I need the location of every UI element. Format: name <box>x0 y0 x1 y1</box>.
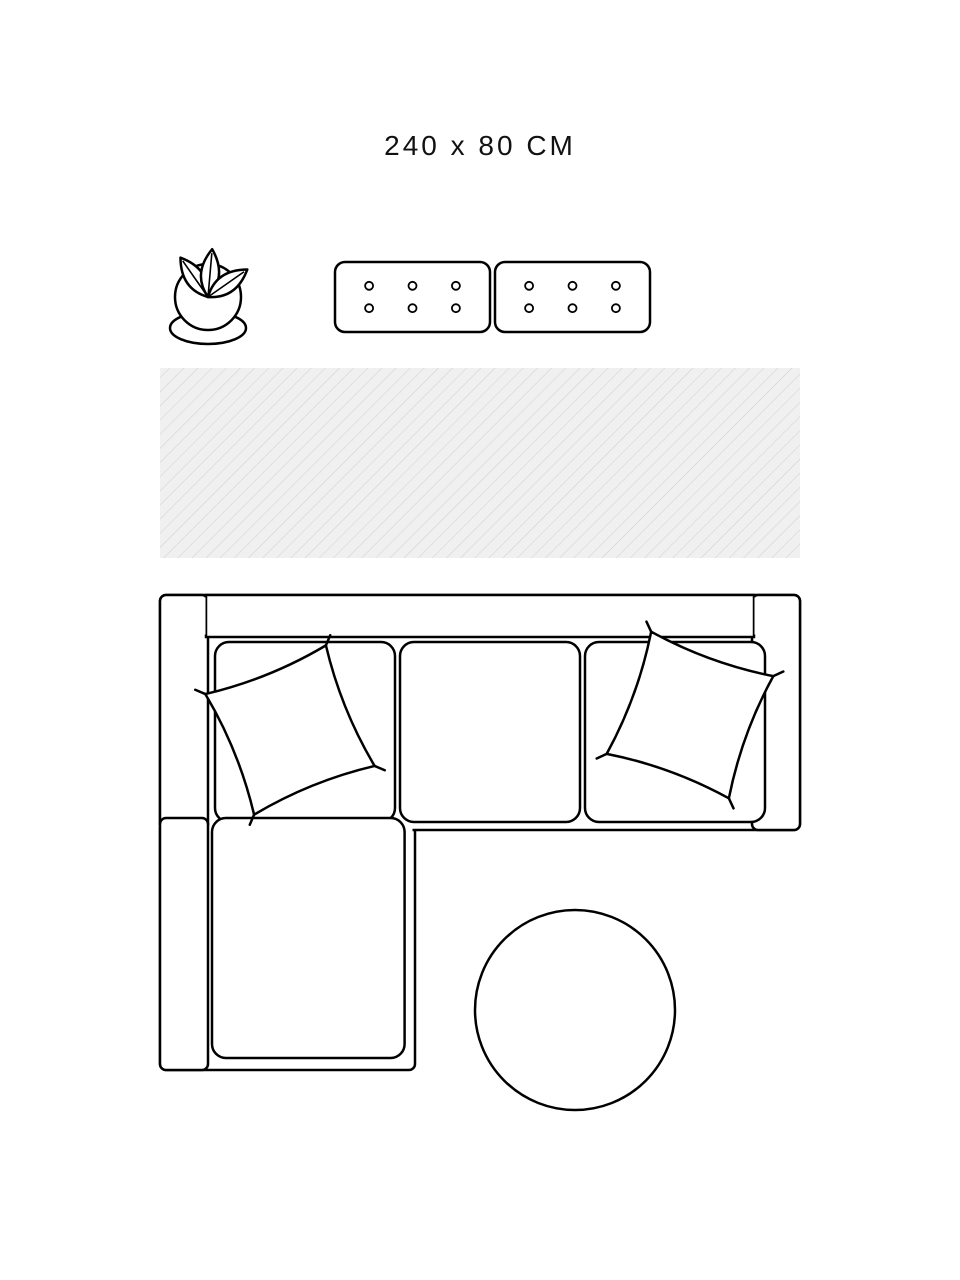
chaise-cushion <box>212 818 405 1058</box>
round-table <box>475 910 675 1110</box>
floorplan-svg <box>0 0 960 1280</box>
bench-1 <box>335 262 490 332</box>
floorplan-canvas: 240 x 80 CM <box>0 0 960 1280</box>
sofa-seat-2 <box>400 642 580 822</box>
dimensions-title: 240 x 80 CM <box>0 130 960 162</box>
bench-2 <box>495 262 650 332</box>
plant-icon <box>170 248 252 344</box>
rug <box>160 368 800 558</box>
